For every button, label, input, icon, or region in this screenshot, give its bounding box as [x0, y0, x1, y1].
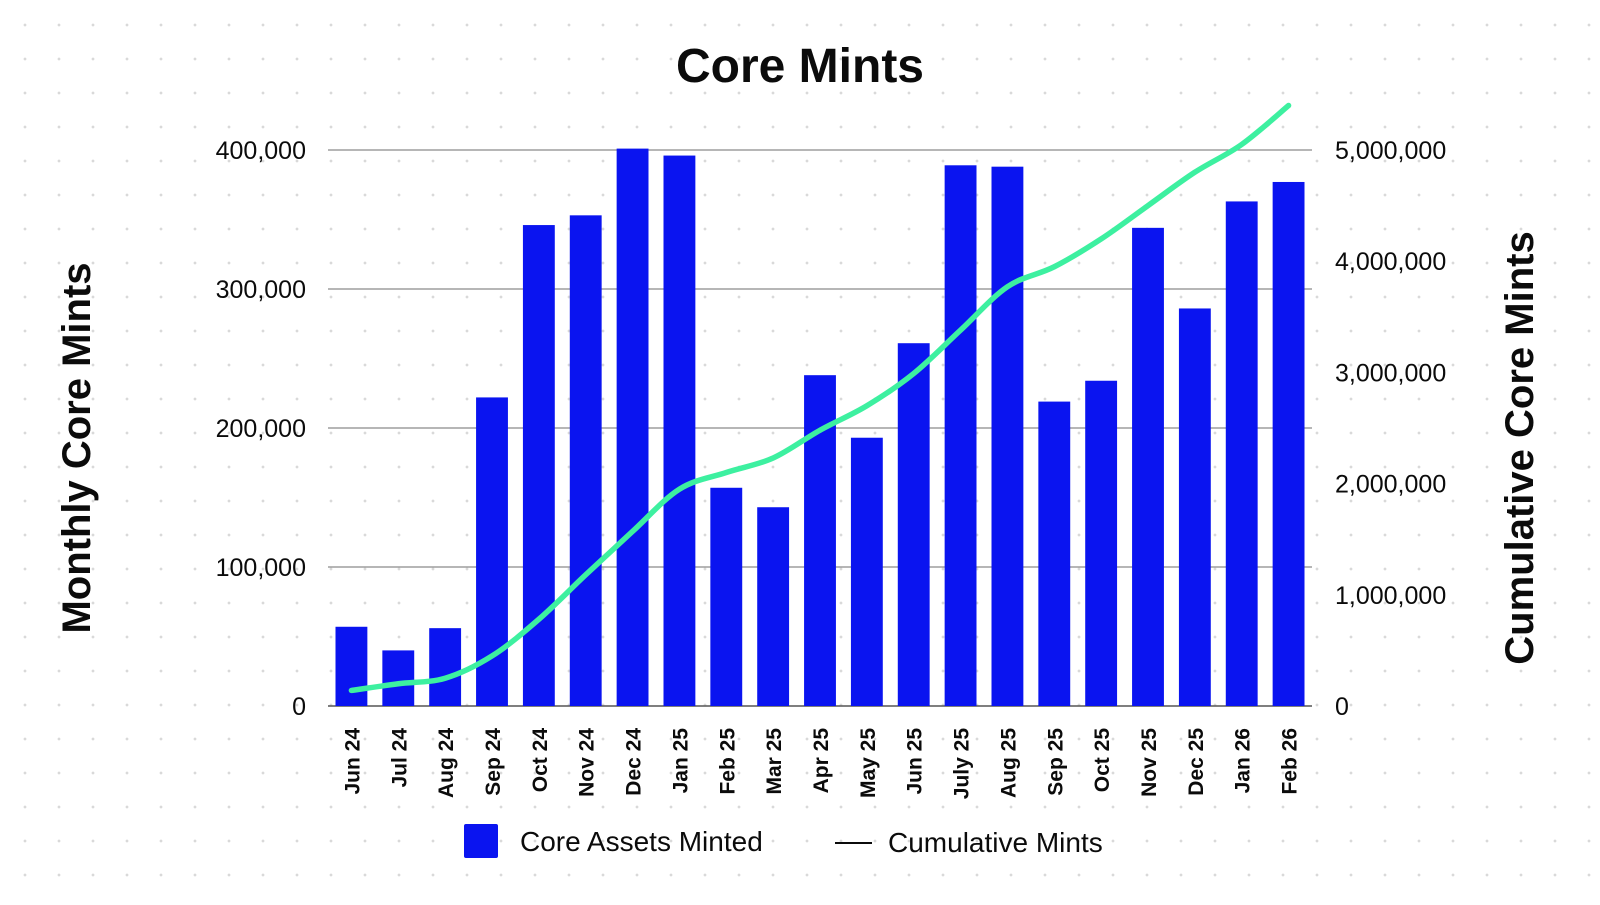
bar: [1132, 228, 1164, 706]
x-tick-label: Nov 24: [576, 728, 599, 797]
bar: [570, 215, 602, 706]
bar: [1085, 381, 1117, 706]
y-tick-label-left: 200,000: [216, 415, 306, 443]
legend-swatch-bars: [464, 824, 498, 858]
x-tick-label: Dec 25: [1185, 728, 1208, 796]
bar: [1226, 201, 1258, 706]
x-tick-label: Aug 25: [997, 728, 1020, 798]
bar: [1273, 182, 1305, 706]
bar: [851, 438, 883, 706]
y-tick-label-right: 0: [1335, 693, 1349, 721]
y-tick-label-right: 1,000,000: [1335, 582, 1446, 610]
bar: [335, 627, 367, 706]
x-tick-label: Jan 26: [1232, 728, 1255, 793]
y-tick-label-right: 4,000,000: [1335, 248, 1446, 276]
y-tick-label-left: 0: [292, 693, 306, 721]
x-tick-label: Jul 24: [388, 728, 411, 788]
x-tick-label: July 25: [951, 728, 974, 800]
left-axis-ticks: 0 100,000 200,000 300,000 400,000: [216, 137, 306, 721]
y-tick-label-left: 400,000: [216, 137, 306, 165]
legend-label-line: Cumulative Mints: [888, 827, 1103, 858]
x-tick-label: Aug 24: [435, 728, 458, 798]
x-tick-label: Feb 25: [716, 728, 739, 795]
bar: [1179, 308, 1211, 706]
bar: [663, 156, 695, 706]
bar: [382, 650, 414, 706]
bar: [1038, 402, 1070, 706]
bar: [710, 488, 742, 706]
x-tick-label: Jan 25: [669, 728, 692, 794]
y-tick-label-right: 5,000,000: [1335, 137, 1446, 165]
x-tick-label: Sep 25: [1044, 728, 1067, 796]
bar: [991, 167, 1023, 706]
x-tick-label: May 25: [857, 728, 880, 798]
y-tick-label-right: 3,000,000: [1335, 359, 1446, 387]
bar: [429, 628, 461, 706]
x-tick-label: Oct 24: [529, 728, 552, 793]
x-tick-label: Nov 25: [1138, 728, 1161, 797]
y-axis-title-left: Monthly Core Mints: [55, 262, 99, 633]
x-tick-label: Feb 26: [1279, 728, 1302, 795]
x-tick-label: Sep 24: [482, 728, 505, 796]
x-tick-label: Jun 24: [341, 728, 364, 795]
bar: [945, 165, 977, 706]
x-tick-label: Dec 24: [623, 728, 646, 796]
x-tick-label: Mar 25: [763, 728, 786, 795]
bar: [898, 343, 930, 706]
y-tick-label-left: 300,000: [216, 276, 306, 304]
x-tick-label: Jun 25: [904, 728, 927, 795]
bar: [523, 225, 555, 706]
bar: [757, 507, 789, 706]
chart-title: Core Mints: [676, 40, 924, 93]
y-tick-label-right: 2,000,000: [1335, 471, 1446, 499]
right-axis-ticks: 0 1,000,000 2,000,000 3,000,000 4,000,000 5,0…: [1335, 137, 1446, 721]
x-tick-label: Oct 25: [1091, 728, 1114, 793]
legend-label-bars: Core Assets Minted: [520, 826, 763, 857]
y-tick-label-left: 100,000: [216, 554, 306, 582]
y-axis-title-right: Cumulative Core Mints: [1498, 231, 1542, 664]
legend: Core Assets Minted Cumulative Mints: [464, 824, 1103, 858]
x-tick-label: Apr 25: [810, 728, 833, 794]
x-axis-ticks: Jun 24 Jul 24 Aug 24 Sep 24 Oct 24 Nov 24 Dec …: [341, 728, 1301, 800]
bar: [617, 149, 649, 706]
